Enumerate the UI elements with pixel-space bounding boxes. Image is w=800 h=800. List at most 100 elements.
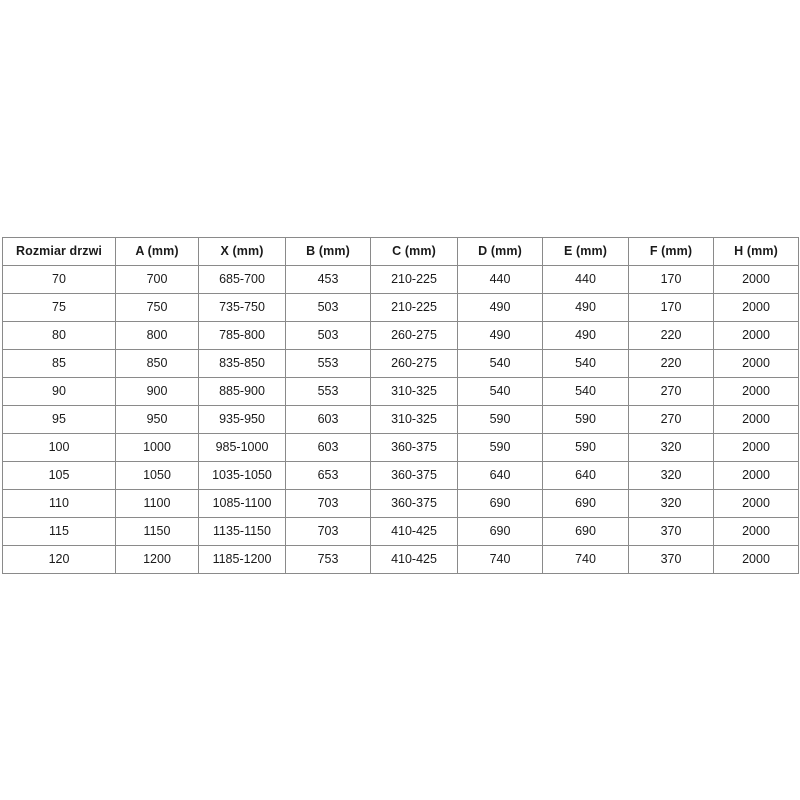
cell-h: 2000 (713, 545, 799, 574)
cell-b: 503 (285, 321, 371, 350)
table-row: 75 750 735-750 503 210-225 490 490 170 2000 (2, 293, 799, 322)
cell-x: 1185-1200 (198, 545, 286, 574)
cell-f: 320 (628, 433, 714, 462)
cell-a: 1100 (115, 489, 199, 518)
cell-b: 753 (285, 545, 371, 574)
cell-x: 735-750 (198, 293, 286, 322)
table-row: 105 1050 1035-1050 653 360-375 640 640 320 2000 (2, 461, 799, 490)
door-size-spec-table: Rozmiar drzwi A (mm) X (mm) B (mm) C (mm… (2, 237, 799, 574)
cell-f: 220 (628, 349, 714, 378)
cell-h: 2000 (713, 433, 799, 462)
cell-f: 370 (628, 545, 714, 574)
cell-e: 490 (542, 293, 629, 322)
table-row: 115 1150 1135-1150 703 410-425 690 690 370 2000 (2, 517, 799, 546)
cell-h: 2000 (713, 349, 799, 378)
column-header-h: H (mm) (713, 237, 799, 266)
cell-size: 75 (2, 293, 116, 322)
column-header-d: D (mm) (457, 237, 543, 266)
cell-size: 90 (2, 377, 116, 406)
cell-size: 110 (2, 489, 116, 518)
cell-e: 490 (542, 321, 629, 350)
cell-size: 100 (2, 433, 116, 462)
cell-a: 1050 (115, 461, 199, 490)
cell-f: 320 (628, 461, 714, 490)
column-header-rozmiar-drzwi: Rozmiar drzwi (2, 237, 116, 266)
cell-e: 590 (542, 405, 629, 434)
cell-a: 1000 (115, 433, 199, 462)
cell-a: 1150 (115, 517, 199, 546)
cell-f: 170 (628, 293, 714, 322)
cell-c: 360-375 (370, 489, 458, 518)
cell-x: 785-800 (198, 321, 286, 350)
cell-h: 2000 (713, 489, 799, 518)
cell-x: 685-700 (198, 265, 286, 294)
cell-e: 690 (542, 517, 629, 546)
table-row: 110 1100 1085-1100 703 360-375 690 690 320 2000 (2, 489, 799, 518)
cell-d: 440 (457, 265, 543, 294)
column-header-e: E (mm) (542, 237, 629, 266)
cell-h: 2000 (713, 517, 799, 546)
cell-d: 540 (457, 349, 543, 378)
cell-b: 703 (285, 489, 371, 518)
cell-a: 1200 (115, 545, 199, 574)
cell-d: 640 (457, 461, 543, 490)
cell-f: 270 (628, 377, 714, 406)
cell-size: 85 (2, 349, 116, 378)
cell-e: 690 (542, 489, 629, 518)
cell-d: 690 (457, 489, 543, 518)
table-row: 90 900 885-900 553 310-325 540 540 270 2000 (2, 377, 799, 406)
table-row: 120 1200 1185-1200 753 410-425 740 740 370 2000 (2, 545, 799, 574)
cell-h: 2000 (713, 377, 799, 406)
cell-h: 2000 (713, 293, 799, 322)
cell-c: 360-375 (370, 461, 458, 490)
cell-d: 490 (457, 293, 543, 322)
cell-e: 590 (542, 433, 629, 462)
cell-c: 260-275 (370, 349, 458, 378)
cell-size: 120 (2, 545, 116, 574)
table-row: 70 700 685-700 453 210-225 440 440 170 2000 (2, 265, 799, 294)
table-header-row: Rozmiar drzwi A (mm) X (mm) B (mm) C (mm… (2, 237, 799, 266)
cell-c: 410-425 (370, 545, 458, 574)
table-row: 95 950 935-950 603 310-325 590 590 270 2000 (2, 405, 799, 434)
column-header-f: F (mm) (628, 237, 714, 266)
cell-c: 260-275 (370, 321, 458, 350)
cell-e: 540 (542, 349, 629, 378)
cell-x: 935-950 (198, 405, 286, 434)
cell-h: 2000 (713, 461, 799, 490)
cell-size: 80 (2, 321, 116, 350)
cell-size: 115 (2, 517, 116, 546)
cell-size: 70 (2, 265, 116, 294)
cell-e: 440 (542, 265, 629, 294)
table-body: 70 700 685-700 453 210-225 440 440 170 2000 75 750… (2, 265, 799, 574)
cell-d: 740 (457, 545, 543, 574)
cell-d: 540 (457, 377, 543, 406)
cell-e: 740 (542, 545, 629, 574)
cell-c: 410-425 (370, 517, 458, 546)
cell-a: 850 (115, 349, 199, 378)
cell-d: 590 (457, 433, 543, 462)
column-header-c: C (mm) (370, 237, 458, 266)
table-header: Rozmiar drzwi A (mm) X (mm) B (mm) C (mm… (2, 237, 799, 266)
cell-c: 310-325 (370, 377, 458, 406)
cell-b: 703 (285, 517, 371, 546)
cell-h: 2000 (713, 405, 799, 434)
column-header-a: A (mm) (115, 237, 199, 266)
cell-a: 700 (115, 265, 199, 294)
cell-x: 1035-1050 (198, 461, 286, 490)
cell-b: 453 (285, 265, 371, 294)
table-row: 80 800 785-800 503 260-275 490 490 220 2000 (2, 321, 799, 350)
cell-size: 105 (2, 461, 116, 490)
column-header-x: X (mm) (198, 237, 286, 266)
cell-x: 1085-1100 (198, 489, 286, 518)
cell-f: 270 (628, 405, 714, 434)
cell-d: 490 (457, 321, 543, 350)
cell-b: 553 (285, 377, 371, 406)
cell-h: 2000 (713, 321, 799, 350)
cell-a: 750 (115, 293, 199, 322)
cell-f: 370 (628, 517, 714, 546)
cell-x: 1135-1150 (198, 517, 286, 546)
cell-a: 950 (115, 405, 199, 434)
cell-x: 885-900 (198, 377, 286, 406)
cell-f: 220 (628, 321, 714, 350)
cell-x: 835-850 (198, 349, 286, 378)
